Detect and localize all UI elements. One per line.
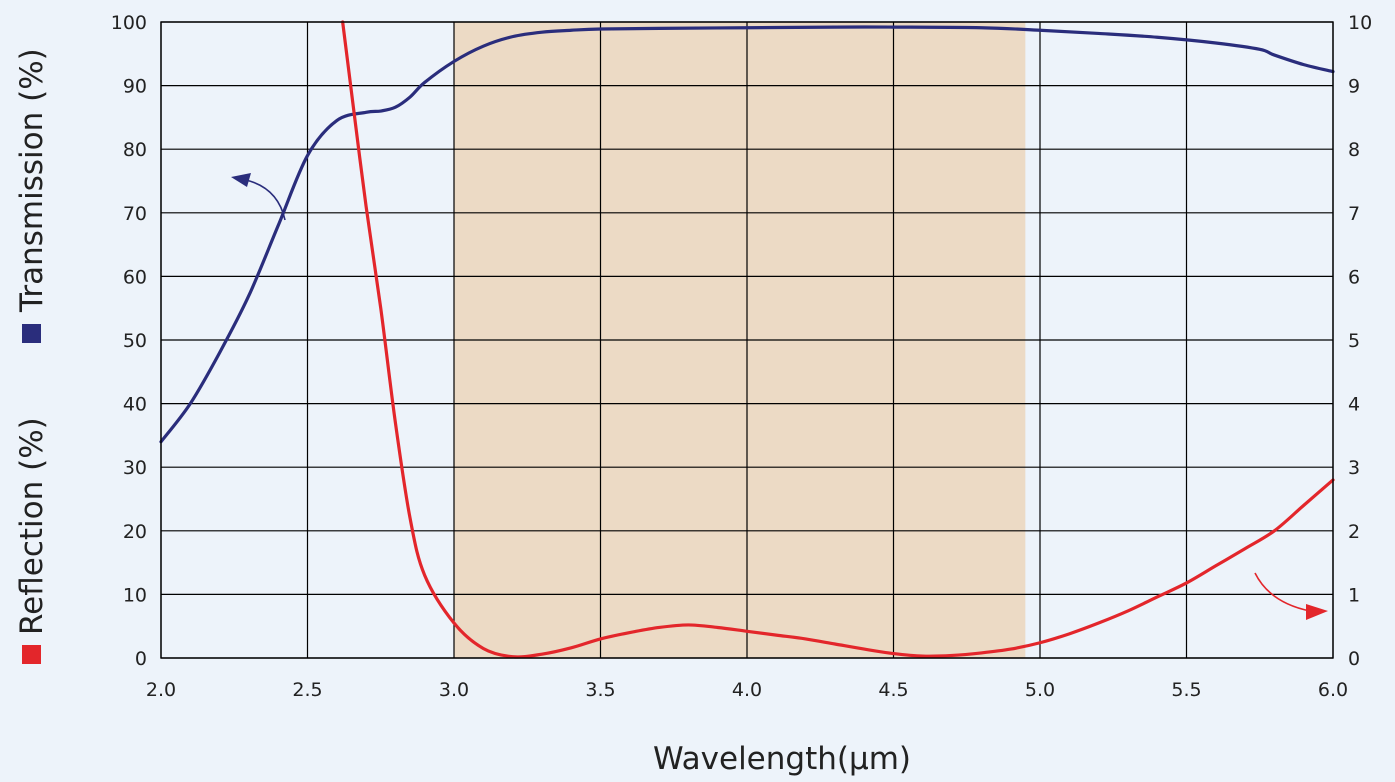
grid bbox=[160, 21, 1334, 659]
left-y-tick-label: 30 bbox=[123, 457, 147, 479]
right-y-tick-label: 7 bbox=[1348, 203, 1360, 225]
right-y-tick-label: 0 bbox=[1348, 648, 1360, 670]
right-y-tick-label: 6 bbox=[1348, 266, 1360, 288]
x-tick-label: 5.5 bbox=[1171, 679, 1201, 701]
reflection-axis-label: Reflection (%) bbox=[14, 417, 50, 635]
left-y-tick-label: 80 bbox=[123, 139, 147, 161]
left-y-tick-label: 40 bbox=[123, 394, 147, 416]
x-tick-label: 2.5 bbox=[292, 679, 322, 701]
right-y-tick-label: 3 bbox=[1348, 457, 1360, 479]
series-arrows bbox=[231, 173, 1328, 620]
left-y-tick-label: 50 bbox=[123, 330, 147, 352]
transmission-legend-swatch bbox=[22, 324, 41, 343]
reflection-legend-swatch bbox=[22, 645, 41, 664]
transmission-axis-label: Transmission (%) bbox=[14, 48, 50, 313]
x-tick-label: 6.0 bbox=[1318, 679, 1348, 701]
left-axis-legend: Reflection (%) Transmission (%) bbox=[14, 48, 50, 664]
x-tick-label: 3.0 bbox=[439, 679, 469, 701]
right-y-tick-label: 5 bbox=[1348, 330, 1360, 352]
data-series bbox=[159, 20, 1335, 659]
right-axis-ticks: 0 1 2 3 4 5 6 7 8 9 10 bbox=[1348, 12, 1372, 670]
x-tick-label: 3.5 bbox=[585, 679, 615, 701]
reflection-curve bbox=[341, 20, 1335, 659]
reflection-arrow bbox=[1254, 572, 1311, 612]
transmission-arrow bbox=[245, 179, 286, 221]
x-tick-label: 4.0 bbox=[732, 679, 762, 701]
left-axis-ticks: 0 10 20 30 40 50 60 70 80 90 100 bbox=[111, 12, 147, 670]
right-y-tick-label: 9 bbox=[1348, 76, 1360, 98]
right-y-tick-label: 4 bbox=[1348, 394, 1360, 416]
left-y-tick-label: 10 bbox=[123, 584, 147, 606]
x-axis-title: Wavelength(μm) bbox=[653, 741, 911, 777]
left-y-tick-label: 90 bbox=[123, 76, 147, 98]
transmission-curve bbox=[159, 25, 1335, 444]
x-axis-ticks: 2.0 2.5 3.0 3.5 4.0 4.5 5.0 5.5 6.0 bbox=[146, 679, 1348, 701]
left-y-tick-label: 20 bbox=[123, 521, 147, 543]
plot-frame bbox=[160, 21, 1334, 659]
x-tick-label: 4.5 bbox=[878, 679, 908, 701]
right-y-tick-label: 1 bbox=[1348, 584, 1360, 606]
left-y-tick-label: 0 bbox=[135, 648, 147, 670]
transmission-arrowhead bbox=[231, 173, 251, 187]
left-y-tick-label: 60 bbox=[123, 266, 147, 288]
x-tick-label: 2.0 bbox=[146, 679, 176, 701]
right-y-tick-label: 2 bbox=[1348, 521, 1360, 543]
left-y-tick-label: 100 bbox=[111, 12, 147, 34]
right-y-tick-label: 8 bbox=[1348, 139, 1360, 161]
left-y-tick-label: 70 bbox=[123, 203, 147, 225]
x-tick-label: 5.0 bbox=[1025, 679, 1055, 701]
right-y-tick-label: 10 bbox=[1348, 12, 1372, 34]
reflection-arrowhead bbox=[1306, 604, 1328, 620]
